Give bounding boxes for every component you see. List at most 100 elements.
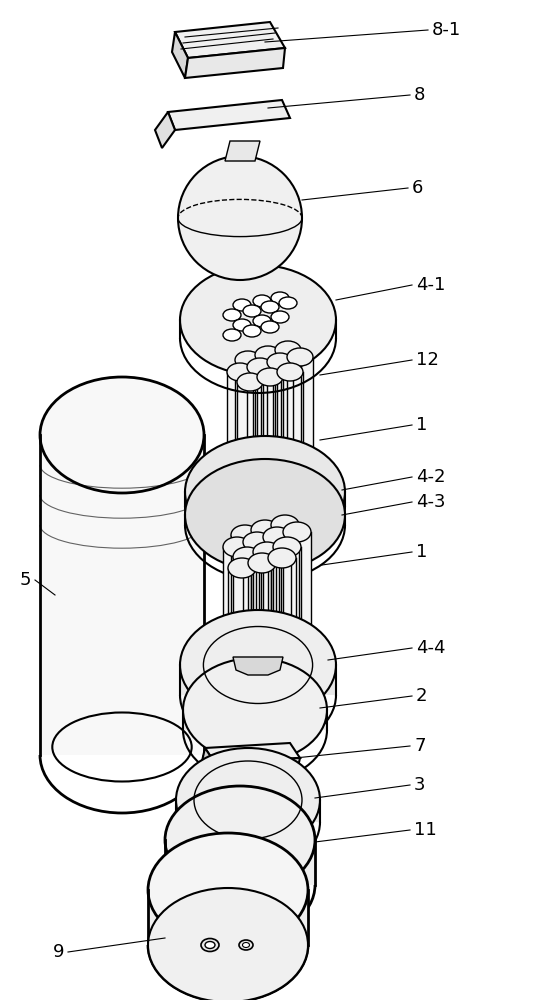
Ellipse shape [148,888,308,1000]
Polygon shape [271,525,299,625]
Polygon shape [275,350,301,465]
Text: 5: 5 [19,571,31,589]
Ellipse shape [257,368,283,386]
Ellipse shape [268,548,296,568]
Text: 12: 12 [416,351,439,369]
Polygon shape [210,758,300,785]
Ellipse shape [185,459,345,571]
Ellipse shape [233,299,251,311]
Polygon shape [175,22,285,58]
Ellipse shape [251,520,279,540]
Polygon shape [247,367,273,482]
Ellipse shape [253,295,271,307]
Text: 4-1: 4-1 [416,276,445,294]
Polygon shape [273,547,301,647]
Ellipse shape [243,325,261,337]
Polygon shape [248,563,276,663]
Polygon shape [255,355,281,470]
Polygon shape [267,362,293,477]
Ellipse shape [271,515,299,535]
Ellipse shape [237,373,263,391]
Text: 11: 11 [414,821,437,839]
Ellipse shape [287,348,313,366]
Ellipse shape [253,315,271,327]
Ellipse shape [261,321,279,333]
Polygon shape [277,372,303,487]
Polygon shape [40,435,204,755]
Polygon shape [251,530,279,630]
Ellipse shape [267,353,293,371]
Ellipse shape [273,537,301,557]
Polygon shape [257,377,283,492]
Ellipse shape [228,558,256,578]
Ellipse shape [239,940,253,950]
Ellipse shape [248,553,276,573]
Ellipse shape [227,363,253,381]
Ellipse shape [183,658,327,762]
Polygon shape [243,542,271,642]
Polygon shape [283,532,311,632]
Ellipse shape [180,265,336,375]
Circle shape [178,156,302,280]
Polygon shape [223,547,251,647]
Polygon shape [253,552,281,652]
Text: 9: 9 [53,943,64,961]
Ellipse shape [223,537,251,557]
Polygon shape [165,112,175,135]
Polygon shape [176,800,320,822]
Polygon shape [235,360,261,475]
Polygon shape [172,32,188,78]
Polygon shape [268,558,296,658]
Ellipse shape [233,547,261,567]
Ellipse shape [283,522,311,542]
Polygon shape [233,557,261,657]
Polygon shape [205,743,300,763]
Ellipse shape [223,329,241,341]
Ellipse shape [185,436,345,548]
Polygon shape [227,372,253,487]
Ellipse shape [180,610,336,720]
Polygon shape [180,665,336,695]
Ellipse shape [247,358,273,376]
Ellipse shape [275,341,301,359]
Ellipse shape [205,942,215,948]
Text: 4-2: 4-2 [416,468,445,486]
Ellipse shape [233,319,251,331]
Polygon shape [183,710,327,730]
Text: 1: 1 [416,416,427,434]
Polygon shape [185,492,345,506]
Text: 4-3: 4-3 [416,493,445,511]
Ellipse shape [223,309,241,321]
Polygon shape [185,515,345,525]
Text: 1: 1 [416,543,427,561]
Text: 7: 7 [414,737,426,755]
Text: 8-1: 8-1 [432,21,461,39]
Text: 4-4: 4-4 [416,639,445,657]
Ellipse shape [201,938,219,952]
Polygon shape [155,112,175,148]
Polygon shape [165,840,315,885]
Polygon shape [228,568,256,668]
Ellipse shape [263,527,291,547]
Ellipse shape [231,525,259,545]
Polygon shape [185,48,285,78]
Ellipse shape [271,311,289,323]
Polygon shape [200,748,215,785]
Polygon shape [287,357,313,472]
Ellipse shape [253,542,281,562]
Polygon shape [263,537,291,637]
Polygon shape [225,141,260,161]
Ellipse shape [235,351,261,369]
Polygon shape [168,100,290,130]
Polygon shape [237,382,263,497]
Polygon shape [233,657,283,675]
Ellipse shape [279,297,297,309]
Ellipse shape [165,786,315,894]
Ellipse shape [242,942,249,948]
Polygon shape [231,535,259,635]
Ellipse shape [176,748,320,852]
Text: 6: 6 [412,179,423,197]
Text: 2: 2 [416,687,428,705]
Ellipse shape [148,833,308,947]
Polygon shape [148,890,308,945]
